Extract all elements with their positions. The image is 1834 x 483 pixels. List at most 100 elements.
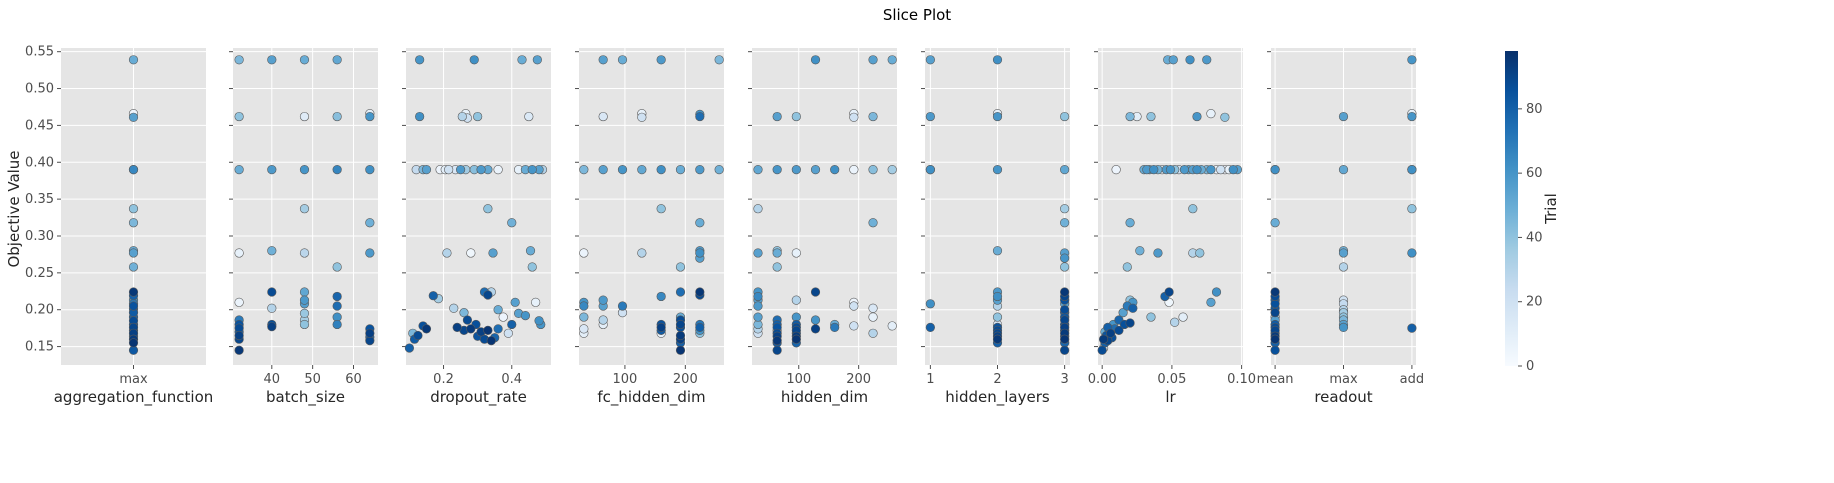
panel-background: [579, 48, 724, 365]
data-point: [486, 336, 496, 346]
data-point: [1060, 218, 1070, 228]
x-tick-label: 200: [673, 372, 698, 387]
data-point: [1118, 308, 1128, 318]
data-point: [1407, 165, 1417, 175]
data-point: [1111, 165, 1121, 175]
x-tick-label: 100: [786, 372, 811, 387]
data-point: [810, 55, 821, 65]
data-point: [1153, 248, 1163, 258]
data-point: [527, 165, 537, 175]
data-point: [1407, 248, 1417, 258]
data-point: [1407, 111, 1417, 122]
data-point: [507, 218, 517, 228]
data-point: [1060, 111, 1070, 122]
x-tick-label: add: [1400, 372, 1424, 387]
y-axis-label: Objective Value: [5, 150, 23, 267]
data-point: [1146, 312, 1156, 322]
data-point: [498, 312, 508, 322]
data-point: [520, 311, 531, 321]
data-point: [267, 55, 277, 65]
x-tick-label: 3: [1060, 372, 1068, 387]
data-point: [695, 165, 705, 175]
data-point: [868, 165, 878, 175]
data-point: [753, 248, 763, 258]
data-point: [449, 303, 459, 313]
data-point: [1178, 312, 1188, 322]
data-point: [493, 305, 503, 315]
x-tick-label: 1: [926, 372, 934, 387]
data-point: [503, 328, 513, 338]
data-point: [772, 111, 782, 122]
data-point: [695, 287, 705, 297]
data-point: [598, 315, 608, 325]
data-point: [925, 111, 935, 122]
data-point: [868, 111, 878, 122]
data-point: [675, 262, 686, 272]
data-point: [1135, 246, 1145, 256]
data-point: [1270, 287, 1280, 297]
data-point: [925, 55, 935, 65]
x-tick-label: 0.00: [1088, 372, 1117, 387]
data-point: [532, 55, 542, 65]
x-axis-label: dropout_rate: [430, 388, 527, 407]
data-point: [617, 165, 628, 175]
data-point: [493, 165, 503, 175]
colorbar-label: Trial: [1542, 193, 1560, 225]
data-point: [299, 319, 310, 330]
data-point: [234, 55, 244, 65]
data-point: [1060, 345, 1070, 355]
data-point: [469, 55, 479, 65]
data-point: [332, 165, 342, 175]
data-point: [617, 301, 628, 311]
data-point: [299, 308, 310, 318]
data-point: [1270, 334, 1280, 344]
data-point: [992, 246, 1003, 256]
data-point: [1060, 305, 1070, 315]
y-tick-label: 0.20: [25, 303, 54, 318]
data-point: [656, 55, 666, 65]
data-point: [1195, 248, 1205, 258]
data-point: [992, 111, 1003, 122]
y-tick-label: 0.15: [25, 340, 54, 355]
data-point: [267, 287, 277, 297]
data-point: [714, 55, 724, 65]
data-point: [234, 111, 244, 122]
data-point: [675, 287, 686, 297]
x-tick-label: max: [1329, 372, 1358, 387]
y-tick-label: 0.45: [25, 118, 54, 133]
data-point: [128, 338, 139, 348]
data-point: [421, 165, 432, 175]
data-point: [531, 297, 541, 307]
data-point: [1128, 303, 1138, 313]
data-point: [1228, 165, 1238, 175]
y-tick-label: 0.40: [25, 155, 54, 170]
data-point: [1270, 345, 1280, 355]
x-axis-label: batch_size: [266, 388, 345, 407]
data-point: [791, 334, 801, 344]
data-point: [525, 246, 536, 256]
data-point: [234, 165, 244, 175]
data-point: [992, 165, 1003, 175]
colorbar-tick-label: 20: [1526, 295, 1543, 310]
data-point: [527, 262, 537, 272]
data-point: [413, 330, 423, 341]
data-point: [656, 291, 666, 302]
data-point: [128, 55, 139, 65]
data-point: [1192, 165, 1202, 175]
data-point: [1338, 322, 1349, 333]
data-point: [579, 301, 589, 311]
data-point: [1060, 253, 1070, 263]
data-point: [830, 322, 840, 333]
data-point: [637, 248, 647, 258]
data-point: [772, 165, 782, 175]
data-point: [772, 248, 782, 258]
data-point: [1270, 165, 1280, 175]
data-point: [365, 218, 375, 228]
chart-title: Slice Plot: [883, 6, 951, 24]
data-point: [234, 297, 244, 307]
data-point: [1211, 287, 1222, 297]
panel-aggregation_function: 0.15 0.20 0.25 0.30 0.35 0.40 0.45 0.50 0.55 maxa…: [25, 45, 213, 407]
